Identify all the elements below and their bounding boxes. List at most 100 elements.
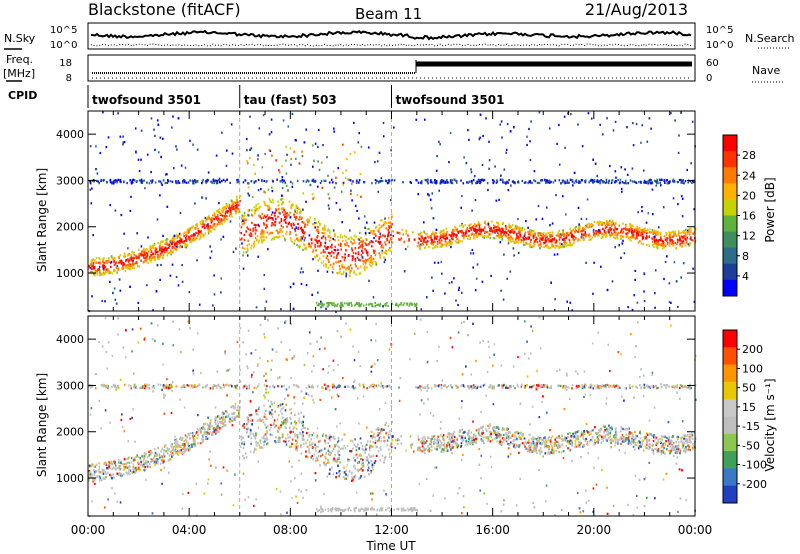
range-cell — [562, 245, 565, 249]
range-cell — [295, 216, 298, 219]
range-cell — [438, 140, 440, 143]
range-cell — [493, 230, 496, 233]
range-cell — [381, 251, 383, 254]
range-cell — [156, 119, 159, 122]
range-cell — [599, 229, 601, 232]
range-cell — [291, 442, 293, 445]
range-cell — [464, 430, 466, 433]
range-cell — [488, 159, 491, 162]
range-cell — [675, 234, 678, 237]
range-cell — [456, 234, 458, 237]
range-cell — [534, 232, 536, 235]
range-cell — [634, 278, 636, 281]
range-cell — [445, 227, 448, 230]
range-cell — [293, 150, 295, 153]
range-cell — [598, 229, 600, 232]
range-cell — [95, 270, 98, 273]
range-cell — [570, 113, 572, 116]
range-cell — [144, 383, 146, 386]
range-cell — [265, 236, 267, 239]
range-cell — [614, 170, 617, 173]
range-cell — [126, 264, 129, 267]
range-cell — [363, 449, 366, 452]
range-cell — [611, 221, 614, 224]
range-cell — [147, 261, 149, 265]
range-cell — [372, 240, 374, 243]
ground-cell — [336, 303, 339, 306]
range-cell — [650, 179, 653, 182]
range-cell — [92, 262, 95, 265]
range-cell — [286, 153, 288, 156]
range-cell — [478, 222, 481, 225]
range-cell — [651, 188, 654, 191]
range-cell — [665, 232, 667, 235]
range-cell — [336, 254, 338, 257]
range-cell — [268, 149, 271, 152]
range-cell — [546, 206, 548, 209]
range-cell — [662, 206, 665, 209]
range-cell — [536, 232, 539, 235]
range-cell — [665, 236, 668, 240]
range-cell — [516, 234, 518, 237]
range-cell — [440, 245, 443, 248]
range-cell — [369, 492, 372, 495]
range-cell — [647, 212, 650, 215]
range-cell — [178, 234, 180, 237]
range-cell — [121, 261, 123, 264]
range-cell — [666, 178, 668, 182]
range-cell — [272, 198, 274, 201]
range-cell — [375, 182, 377, 185]
range-cell — [608, 228, 610, 231]
range-cell — [660, 184, 662, 187]
range-cell — [638, 226, 641, 230]
range-cell — [255, 498, 257, 501]
range-cell — [155, 250, 158, 253]
range-cell — [422, 243, 424, 246]
range-cell — [626, 228, 628, 231]
range-cell — [526, 143, 528, 147]
range-cell — [632, 236, 634, 239]
range-cell — [467, 181, 470, 184]
range-cell — [163, 445, 166, 448]
range-cell — [544, 179, 546, 182]
range-cell — [230, 199, 233, 202]
range-cell — [481, 163, 484, 166]
range-cell — [681, 241, 683, 244]
range-cell — [547, 246, 550, 249]
range-cell — [527, 182, 529, 185]
range-cell — [319, 455, 322, 458]
range-cell — [646, 180, 648, 183]
range-cell — [569, 242, 572, 245]
range-cell — [262, 114, 265, 117]
range-cell — [532, 233, 534, 236]
range-cell — [192, 225, 194, 228]
range-cell — [584, 235, 587, 238]
range-cell — [182, 181, 184, 184]
ground-cell — [408, 304, 411, 307]
range-cell — [642, 236, 644, 240]
range-cell — [450, 243, 453, 246]
range-cell — [271, 186, 273, 189]
range-cell — [565, 236, 567, 239]
range-cell — [338, 272, 340, 275]
range-cell — [173, 241, 175, 244]
range-cell — [157, 254, 159, 257]
range-cell — [148, 384, 151, 387]
range-cell — [575, 179, 578, 182]
range-cell — [214, 225, 217, 228]
range-cell — [286, 212, 288, 215]
range-cell — [462, 182, 465, 185]
range-cell — [576, 491, 579, 495]
range-cell — [628, 238, 631, 241]
range-cell — [128, 267, 130, 270]
range-cell — [625, 225, 627, 228]
range-cell — [439, 231, 441, 234]
range-cell — [106, 181, 108, 184]
range-cell — [489, 237, 492, 240]
range-cell — [564, 242, 567, 246]
range-cell — [265, 226, 267, 230]
range-cell — [683, 182, 685, 185]
range-cell — [378, 223, 381, 227]
range-cell — [210, 221, 213, 224]
range-cell — [169, 241, 172, 244]
